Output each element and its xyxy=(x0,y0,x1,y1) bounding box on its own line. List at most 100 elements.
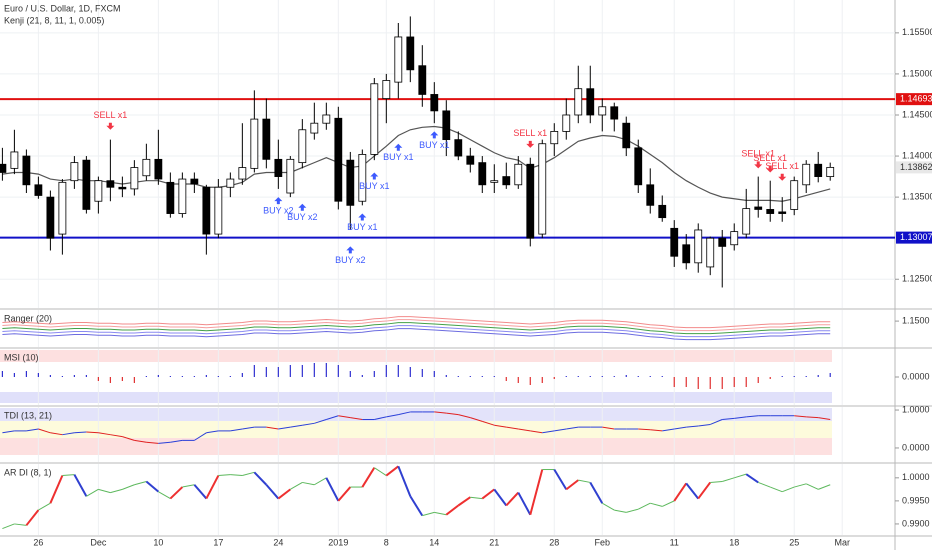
level-price-label: 1.14693 xyxy=(900,94,932,104)
msi-bar xyxy=(181,376,183,377)
candle-body xyxy=(130,167,139,190)
last-price-label: 1.13862 xyxy=(900,162,932,172)
msi-bar xyxy=(649,376,651,377)
indicator-segment xyxy=(338,415,351,419)
signal-label: BUY x1 xyxy=(347,222,377,232)
signal-arrow xyxy=(106,122,115,130)
panel-title: TDI (13, 21) xyxy=(4,410,52,420)
indicator-segment xyxy=(290,424,303,428)
y-tick-label: 1.13500 xyxy=(902,191,932,201)
indicator-segment xyxy=(734,416,747,419)
indicator-segment xyxy=(242,471,255,477)
candle-body xyxy=(34,184,43,196)
msi-bar xyxy=(313,363,315,377)
indicator-segment xyxy=(314,419,327,424)
y-tick-label: 0.9900 xyxy=(902,518,930,528)
indicator-segment xyxy=(253,471,268,486)
indicator-segment xyxy=(146,441,159,444)
candle-body xyxy=(670,227,679,257)
msi-bar xyxy=(661,376,663,377)
indicator-segment xyxy=(169,486,184,500)
indicator-segment xyxy=(242,426,255,430)
msi-bar xyxy=(13,373,15,377)
candle-body xyxy=(298,129,307,164)
candle-body xyxy=(586,88,595,116)
msi-bar xyxy=(217,376,219,377)
indicator-segment xyxy=(505,491,520,507)
msi-bar xyxy=(637,376,639,377)
indicator-segment xyxy=(602,502,615,511)
indicator-segment xyxy=(326,415,339,420)
indicator-segment xyxy=(314,477,327,486)
indicator-segment xyxy=(2,430,15,434)
indicator-segment xyxy=(122,484,135,490)
msi-bar xyxy=(829,373,831,377)
candle-body xyxy=(238,167,247,180)
candle-body xyxy=(370,83,379,155)
candle-body xyxy=(658,204,667,219)
msi-bar xyxy=(121,377,123,381)
y-tick-label: 1.0000 xyxy=(902,404,930,414)
msi-bar xyxy=(505,377,507,381)
panel-title: Ranger (20) xyxy=(4,313,52,323)
indicator-segment xyxy=(337,486,352,502)
indicator-segment xyxy=(650,429,663,432)
indicator-segment xyxy=(62,432,75,436)
indicator-segment xyxy=(158,441,171,444)
candle-body xyxy=(82,159,91,210)
msi-bar xyxy=(589,376,591,377)
indicator-segment xyxy=(170,439,183,443)
indicator-segment xyxy=(302,422,315,426)
indicator-segment xyxy=(98,488,111,494)
ranger-line xyxy=(2,319,831,332)
indicator-segment xyxy=(446,412,459,416)
candle-body xyxy=(202,186,211,235)
panel-title: MSI (10) xyxy=(4,352,39,362)
signal-arrow xyxy=(370,172,379,180)
indicator-segment xyxy=(265,484,280,500)
y-tick-label: 0.0000 xyxy=(902,442,930,452)
indicator-segment xyxy=(14,523,27,526)
candle-body xyxy=(622,122,631,149)
msi-bar xyxy=(421,369,423,377)
signal-arrow xyxy=(778,173,787,181)
candle-body xyxy=(682,244,691,264)
indicator-segment xyxy=(422,511,435,517)
msi-bar xyxy=(1,371,3,377)
indicator-segment xyxy=(806,483,819,490)
signal-arrow xyxy=(358,213,367,221)
indicator-segment xyxy=(206,430,219,434)
indicator-segment xyxy=(230,428,243,432)
indicator-title: Kenji (21, 8, 11, 1, 0.005) xyxy=(4,15,104,25)
y-tick-label: 1.14000 xyxy=(902,150,932,160)
candle-body xyxy=(430,94,439,112)
indicator-segment xyxy=(806,416,819,419)
indicator-segment xyxy=(409,495,424,517)
candle-body xyxy=(814,163,823,177)
msi-bar xyxy=(61,376,63,377)
candle-body xyxy=(286,158,295,194)
msi-bar xyxy=(565,376,567,377)
y-tick-label: 1.15500 xyxy=(902,27,932,37)
indicator-segment xyxy=(458,414,471,419)
signal-label: SELL x1 xyxy=(741,149,775,159)
msi-bar xyxy=(205,375,207,377)
indicator-segment xyxy=(374,467,387,476)
indicator-segment xyxy=(722,477,735,482)
indicator-segment xyxy=(38,502,51,511)
msi-bar xyxy=(793,376,795,377)
candle-body xyxy=(214,186,223,235)
indicator-segment xyxy=(710,481,723,483)
indicator-segment xyxy=(38,428,51,434)
msi-bar xyxy=(85,375,87,377)
ranger-line xyxy=(2,328,831,341)
msi-bar xyxy=(169,376,171,377)
indicator-segment xyxy=(110,434,123,438)
y-tick-label: 1.15000 xyxy=(902,68,932,78)
msi-bar xyxy=(553,377,555,379)
indicator-segment xyxy=(686,425,699,428)
x-tick-label: 18 xyxy=(729,537,739,547)
indicator-segment xyxy=(122,436,135,441)
msi-bar xyxy=(529,377,531,385)
